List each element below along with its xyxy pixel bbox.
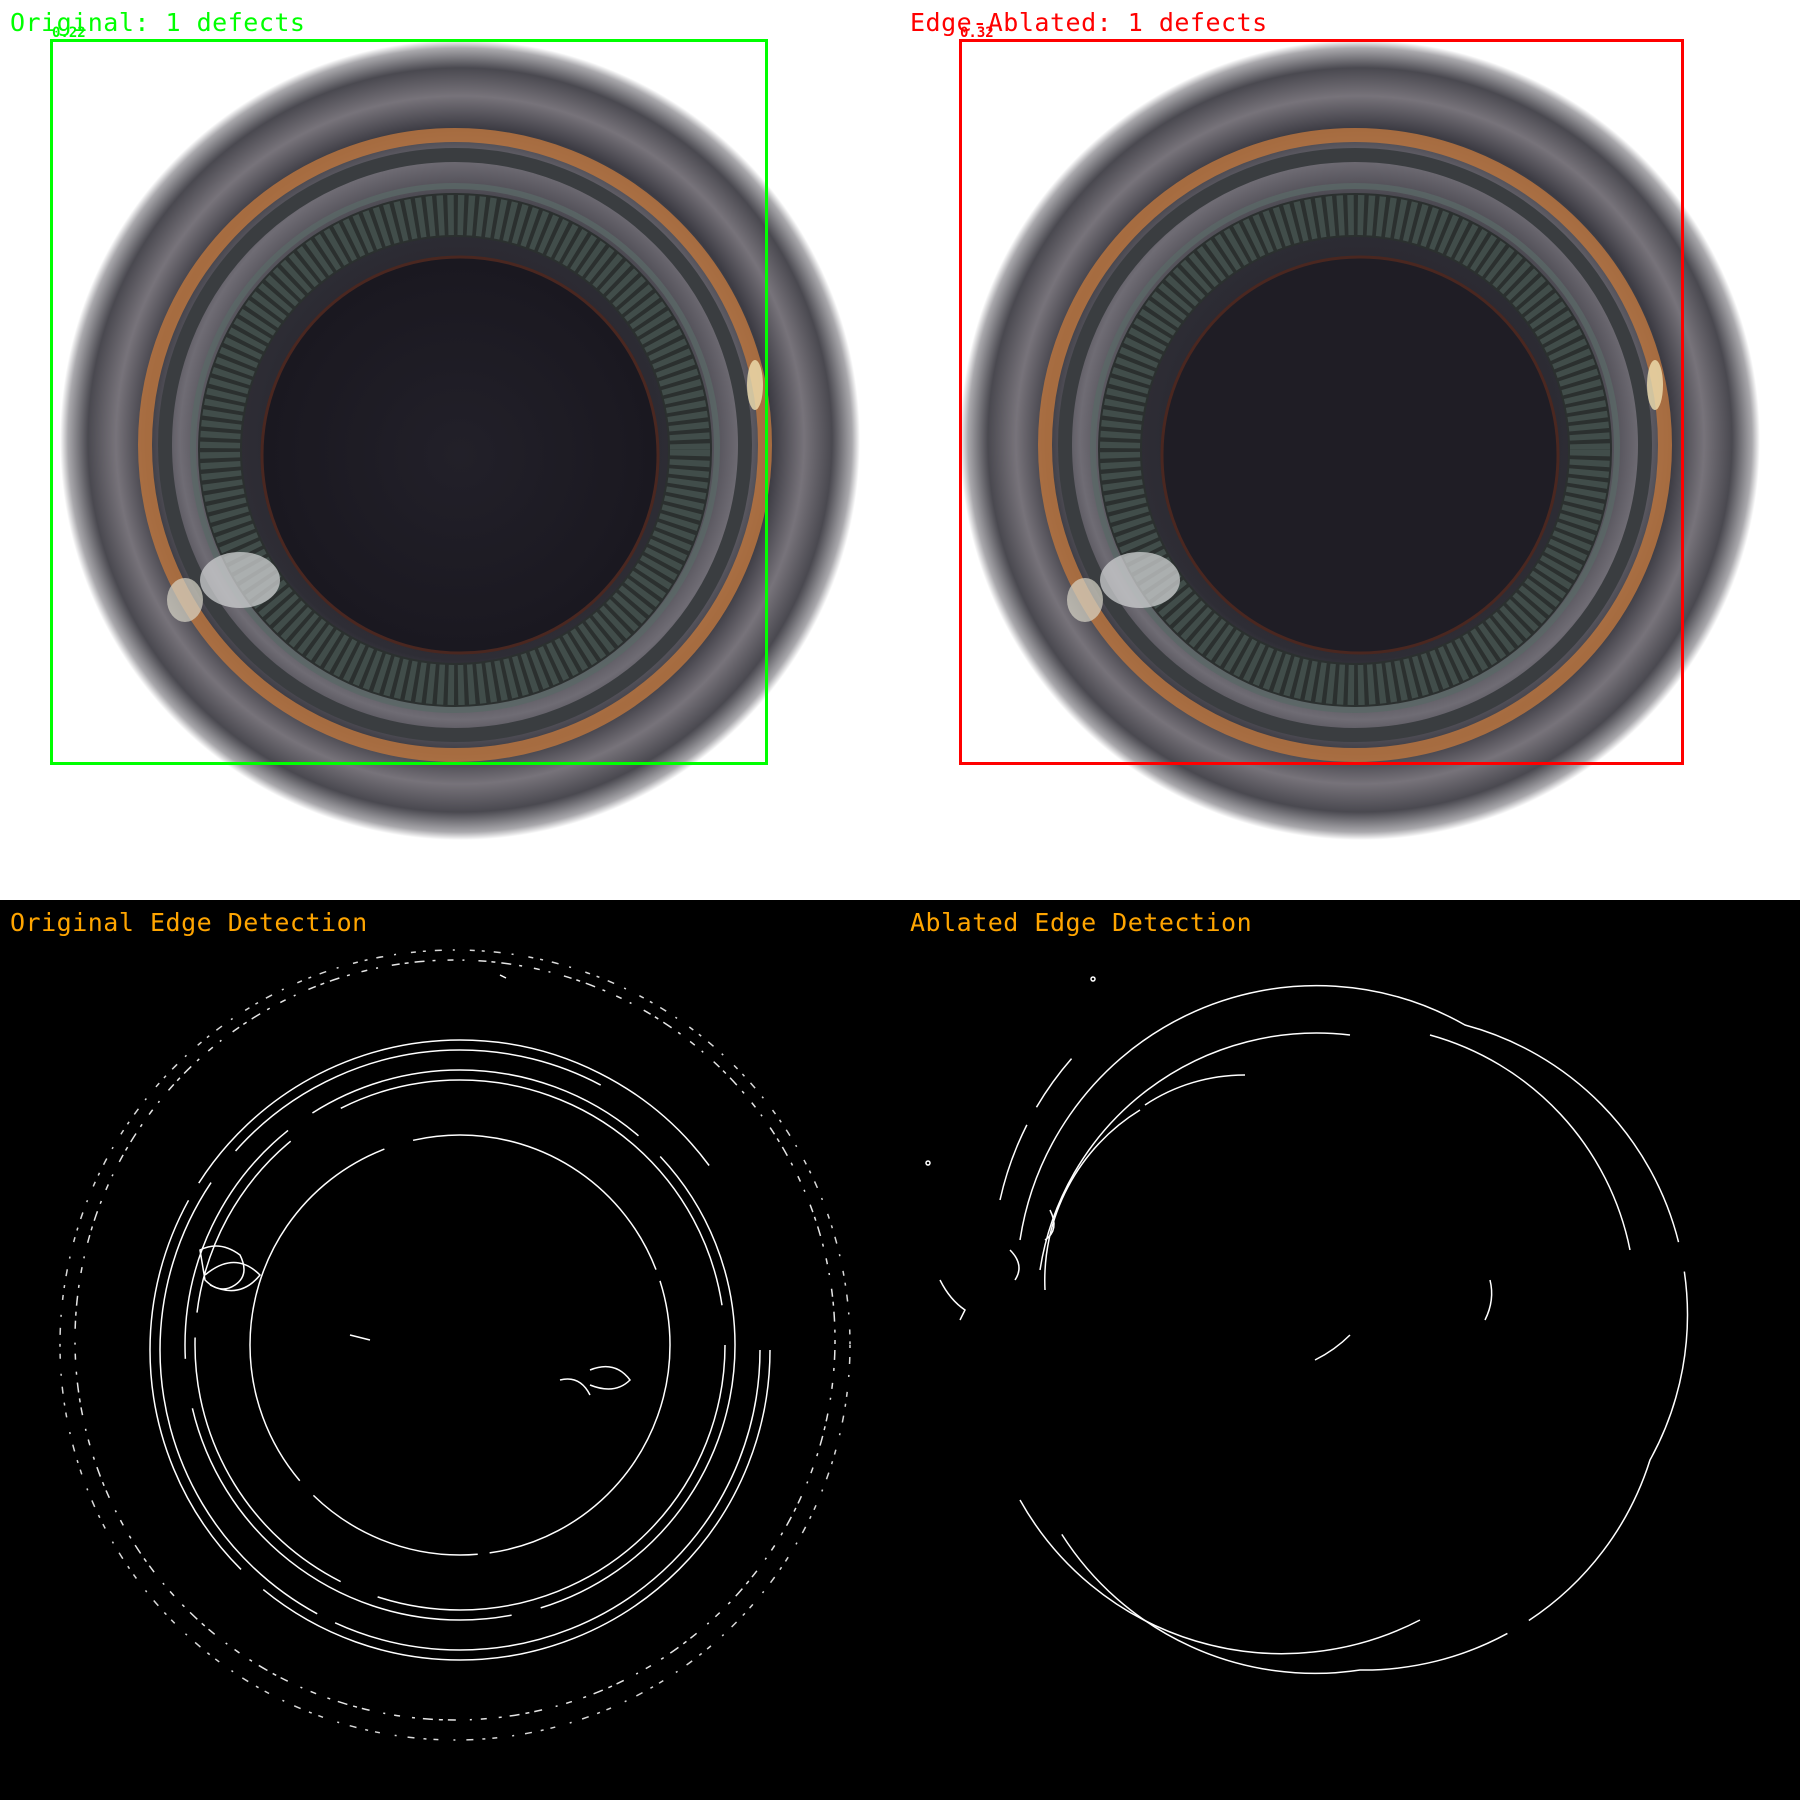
original-edge-panel: Original Edge Detection <box>0 900 900 1800</box>
edge-map-original <box>59 949 851 1741</box>
ablated-image-panel: 0.32 Edge-Ablated: 1 defects <box>900 0 1800 900</box>
defect-score-label: 0.22 <box>52 25 86 41</box>
ablated-title: Edge-Ablated: 1 defects <box>910 8 1268 37</box>
edge-ablated-title: Ablated Edge Detection <box>910 908 1253 937</box>
defect-bounding-box <box>50 39 768 765</box>
edge-map-ablated <box>925 976 1689 1675</box>
original-title: Original: 1 defects <box>10 8 306 37</box>
bottle-image <box>60 40 860 840</box>
defect-score-label: 0.32 <box>960 25 994 41</box>
defect-bounding-box <box>959 39 1684 765</box>
bottle-image-ablated <box>960 40 1760 840</box>
ablated-edge-panel: Ablated Edge Detection <box>900 900 1800 1800</box>
original-image-panel: 0.22 Original: 1 defects <box>0 0 900 900</box>
edge-original-title: Original Edge Detection <box>10 908 368 937</box>
